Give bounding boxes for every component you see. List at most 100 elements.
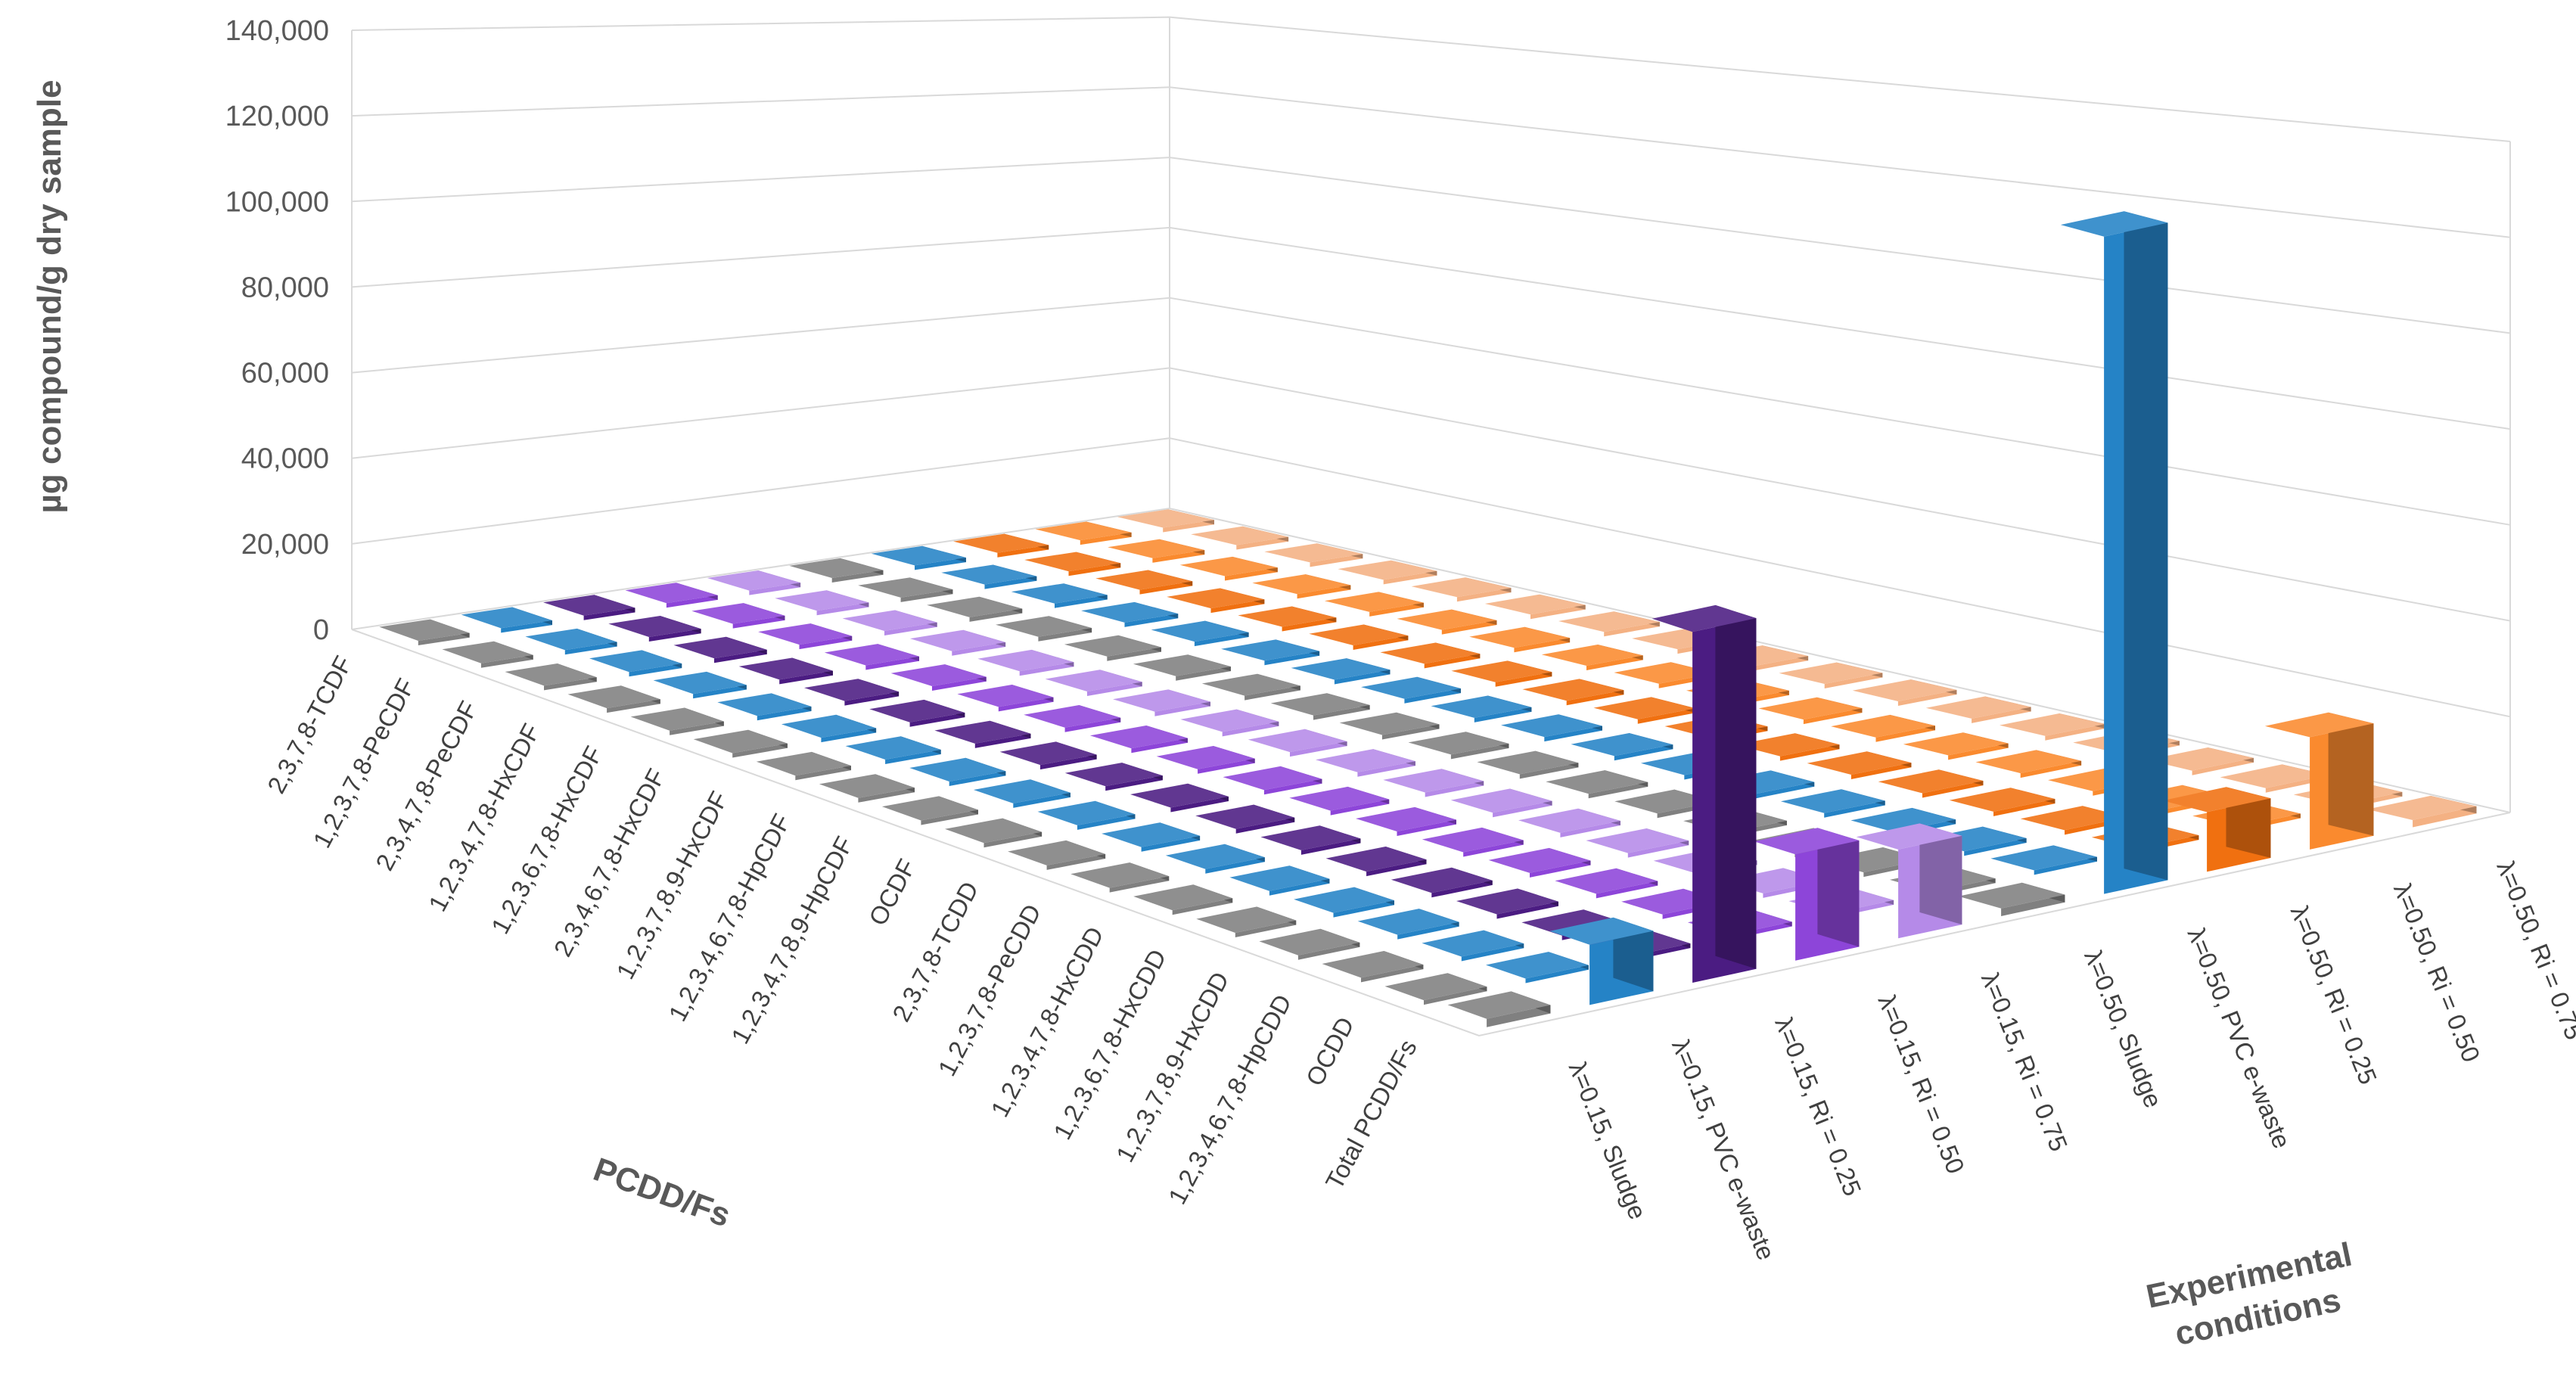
bar bbox=[625, 583, 718, 608]
bar-face-front bbox=[909, 713, 965, 727]
bar bbox=[505, 663, 597, 691]
bar-face-top bbox=[1593, 697, 1696, 719]
bar bbox=[1555, 868, 1658, 899]
bar-face-front bbox=[1397, 819, 1456, 836]
bar-face-front bbox=[1493, 800, 1552, 818]
bar-face-top bbox=[953, 533, 1049, 553]
bar-face-front bbox=[816, 602, 869, 616]
bar bbox=[1252, 574, 1351, 599]
bar-face-top bbox=[1167, 588, 1265, 609]
bar-face-front bbox=[1850, 763, 1912, 779]
bar-face-front bbox=[1637, 708, 1696, 724]
bar bbox=[842, 610, 937, 635]
bar-face-top bbox=[1856, 823, 1962, 850]
bar-face-top bbox=[1223, 766, 1322, 791]
bar bbox=[1903, 732, 2009, 760]
bar-face-front bbox=[799, 635, 853, 650]
bar-face-front bbox=[1463, 840, 1524, 857]
bar-face-front bbox=[1210, 599, 1265, 614]
bar-face-front bbox=[1198, 758, 1255, 774]
bar-face-top bbox=[1037, 800, 1136, 825]
bar-face-top bbox=[909, 757, 1006, 782]
gridline bbox=[351, 437, 2511, 718]
bar bbox=[1356, 806, 1456, 836]
bar-face-front bbox=[1964, 838, 2027, 856]
bar-face-top bbox=[1488, 847, 1591, 873]
bar bbox=[1447, 991, 1551, 1027]
bar-face-top bbox=[1518, 808, 1620, 833]
bar-face-top bbox=[973, 779, 1070, 803]
bar-face-top bbox=[1259, 928, 1360, 956]
bar-face-front bbox=[1105, 775, 1163, 791]
bar bbox=[1248, 729, 1347, 757]
bar-face-front bbox=[544, 677, 597, 691]
bar-face-front bbox=[1330, 799, 1390, 816]
bar-face-top bbox=[1179, 556, 1278, 576]
bar-face-top bbox=[1221, 639, 1320, 661]
bar-face-top bbox=[871, 545, 966, 566]
bar-face-top bbox=[673, 636, 767, 659]
bar-face-top bbox=[1541, 645, 1643, 666]
bar-face-front bbox=[1222, 721, 1279, 737]
bar-face-top bbox=[934, 720, 1031, 744]
bar bbox=[1024, 552, 1121, 576]
bar-face-front bbox=[1176, 667, 1231, 681]
bar-face-top bbox=[1070, 862, 1170, 888]
bar bbox=[953, 533, 1049, 558]
bar-face-front bbox=[858, 788, 915, 803]
bar-face-top bbox=[1586, 828, 1689, 853]
bar-face-top bbox=[1451, 660, 1552, 682]
bar bbox=[1431, 695, 1532, 722]
bar-face-top bbox=[2060, 211, 2168, 237]
bar-face-front bbox=[1152, 550, 1205, 563]
bar-face-front bbox=[418, 632, 470, 645]
bar-face-top bbox=[775, 590, 869, 611]
bar-face-top bbox=[1229, 865, 1330, 891]
bar-face-front bbox=[1244, 685, 1300, 701]
bar-face-top bbox=[1264, 543, 1363, 563]
bar bbox=[1339, 712, 1440, 740]
bar bbox=[1133, 654, 1231, 681]
bar-face-front bbox=[1751, 656, 1809, 672]
series-label: λ=0.50, Ri = 0.50 bbox=[2388, 879, 2485, 1066]
bar bbox=[1167, 588, 1265, 614]
bar-face-top bbox=[1411, 577, 1512, 598]
bar-face-front bbox=[629, 663, 682, 677]
bar-face-top bbox=[1024, 552, 1121, 572]
bar-face-top bbox=[1925, 696, 2031, 719]
series-label: λ=0.15, Ri = 0.50 bbox=[1873, 991, 1970, 1178]
bar bbox=[691, 603, 785, 629]
bar-face-front bbox=[1897, 690, 1957, 706]
bar-face-front bbox=[1560, 821, 1620, 837]
bar-face-front bbox=[1235, 817, 1295, 834]
bar-face-top bbox=[1361, 676, 1461, 699]
bar bbox=[707, 570, 801, 595]
bar bbox=[1758, 697, 1863, 725]
bar-face-front bbox=[1803, 708, 1863, 725]
bar-face-front bbox=[997, 545, 1049, 558]
bar bbox=[973, 779, 1070, 808]
bar-face-front bbox=[1282, 617, 1337, 632]
bar bbox=[673, 636, 767, 663]
bar-face-front bbox=[749, 583, 801, 595]
bar-face-front bbox=[732, 615, 785, 629]
bar-face-front bbox=[1019, 662, 1074, 676]
bar-face-top bbox=[1571, 733, 1673, 757]
bar-face-front bbox=[1172, 898, 1233, 915]
bar bbox=[461, 607, 552, 633]
bar-face-front bbox=[1604, 622, 1660, 637]
bar bbox=[934, 720, 1031, 748]
bar bbox=[789, 558, 884, 583]
bar-face-top bbox=[567, 685, 660, 709]
category-label: OCDD bbox=[1300, 1012, 1359, 1090]
bar bbox=[1501, 714, 1602, 742]
bar-face-top bbox=[1903, 732, 2009, 756]
bar-face-top bbox=[1779, 662, 1883, 684]
series-label: λ=0.15, PVC e-waste bbox=[1667, 1036, 1781, 1264]
bar-face-top bbox=[819, 774, 915, 798]
bar-face-side bbox=[2124, 211, 2168, 881]
bar-face-front bbox=[583, 607, 635, 620]
bar bbox=[1338, 560, 1437, 585]
bar-face-top bbox=[1133, 884, 1233, 911]
bar bbox=[1593, 697, 1696, 724]
